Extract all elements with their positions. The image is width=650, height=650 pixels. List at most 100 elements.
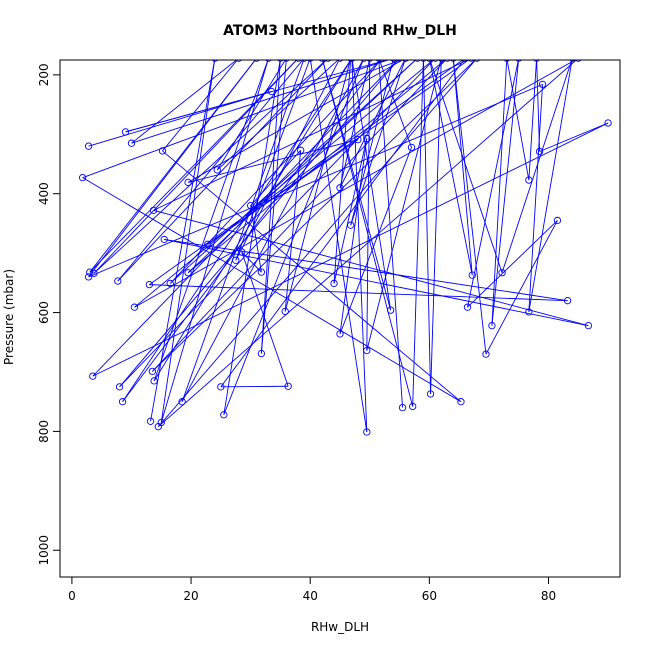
data-point xyxy=(363,134,371,143)
series-1-segment xyxy=(122,60,381,402)
series-2-segment xyxy=(333,60,352,284)
series-1-segment xyxy=(452,60,487,355)
data-point xyxy=(402,60,409,62)
series-2-segment xyxy=(241,251,289,387)
data-point xyxy=(390,60,397,62)
series-1-segment xyxy=(89,60,256,273)
x-tick-label: 40 xyxy=(303,589,318,603)
data-point xyxy=(78,174,87,182)
series-2-segment xyxy=(149,284,568,302)
data-point xyxy=(149,206,158,214)
data-point xyxy=(584,321,593,330)
series-2-segment xyxy=(162,60,238,152)
series-1-segment xyxy=(169,60,417,284)
series-2-segment xyxy=(131,60,238,144)
data-point xyxy=(330,279,338,288)
data-point xyxy=(553,216,562,225)
series-2-segment xyxy=(250,150,302,206)
data-point xyxy=(414,60,421,62)
data-point xyxy=(398,403,407,412)
data-point xyxy=(347,60,354,62)
data-point xyxy=(84,273,93,281)
series-1-segment xyxy=(350,60,406,226)
data-point xyxy=(438,60,445,62)
series-1-segment xyxy=(430,60,442,394)
series-1-segment xyxy=(260,60,287,354)
data-point xyxy=(84,142,93,150)
series-1-segment xyxy=(122,60,352,402)
data-point xyxy=(354,135,362,144)
data-point xyxy=(336,184,344,192)
data-point xyxy=(375,60,382,62)
series-1-segment xyxy=(152,60,476,372)
data-point xyxy=(86,268,94,276)
data-point xyxy=(211,60,219,62)
data-point xyxy=(363,428,371,436)
data-point xyxy=(457,398,465,406)
data-layer xyxy=(78,60,612,436)
data-point xyxy=(213,166,221,174)
series-2-segment xyxy=(149,60,464,285)
series-1-segment xyxy=(351,60,368,433)
data-point xyxy=(604,119,612,127)
series-1-segment xyxy=(528,60,573,313)
data-point xyxy=(89,372,97,380)
data-point xyxy=(569,60,576,62)
data-point xyxy=(238,248,246,256)
data-point xyxy=(535,147,544,156)
series-1-segment xyxy=(350,60,394,226)
data-point xyxy=(114,277,122,285)
y-tick-label: 600 xyxy=(37,301,51,324)
series-1-segment xyxy=(485,220,558,355)
data-point xyxy=(386,306,395,314)
y-axis: 200 400 600 800 1000 xyxy=(37,63,61,566)
data-point xyxy=(336,60,344,62)
data-point xyxy=(463,303,472,311)
y-tick-label: 800 xyxy=(37,420,51,443)
series-2-segment xyxy=(339,138,368,335)
x-axis-label: RHw_DLH xyxy=(311,620,369,634)
series-1-segment xyxy=(452,60,473,276)
data-point xyxy=(432,60,439,62)
data-point xyxy=(257,349,266,358)
data-point xyxy=(160,235,168,244)
data-point xyxy=(468,271,476,279)
series-1-segment xyxy=(491,60,519,326)
series-1-segment xyxy=(366,60,371,351)
data-point xyxy=(324,60,332,62)
series-2-segment xyxy=(187,60,404,183)
series-1-segment xyxy=(119,60,399,388)
data-point xyxy=(235,60,242,62)
data-point xyxy=(295,60,302,62)
series-1-segment xyxy=(491,60,508,326)
data-point xyxy=(363,346,371,355)
series-1-segment xyxy=(501,60,573,273)
data-point xyxy=(127,139,136,147)
series-2-segment xyxy=(220,385,289,388)
data-point xyxy=(232,256,240,264)
series-1-segment xyxy=(339,60,370,188)
data-point xyxy=(220,411,228,419)
series-1-segment xyxy=(93,60,327,274)
data-point xyxy=(450,60,457,62)
series-1-segment xyxy=(339,60,406,188)
series-2-segment xyxy=(241,251,262,273)
series-1-segment xyxy=(223,60,364,415)
data-point xyxy=(307,60,314,62)
data-point xyxy=(515,60,522,62)
series-1-segment xyxy=(429,60,503,273)
data-point xyxy=(426,60,433,62)
series-2-segment xyxy=(220,60,465,388)
series-2-segment xyxy=(250,205,262,273)
series-2-segment xyxy=(378,60,404,408)
data-point xyxy=(130,303,139,311)
data-point xyxy=(257,268,266,276)
data-point xyxy=(166,279,174,288)
data-point xyxy=(297,146,305,154)
series-2-segment xyxy=(162,150,462,403)
series-1-segment xyxy=(422,60,432,394)
data-point xyxy=(184,269,192,277)
series-1-segment xyxy=(216,60,339,171)
data-point xyxy=(503,60,510,62)
